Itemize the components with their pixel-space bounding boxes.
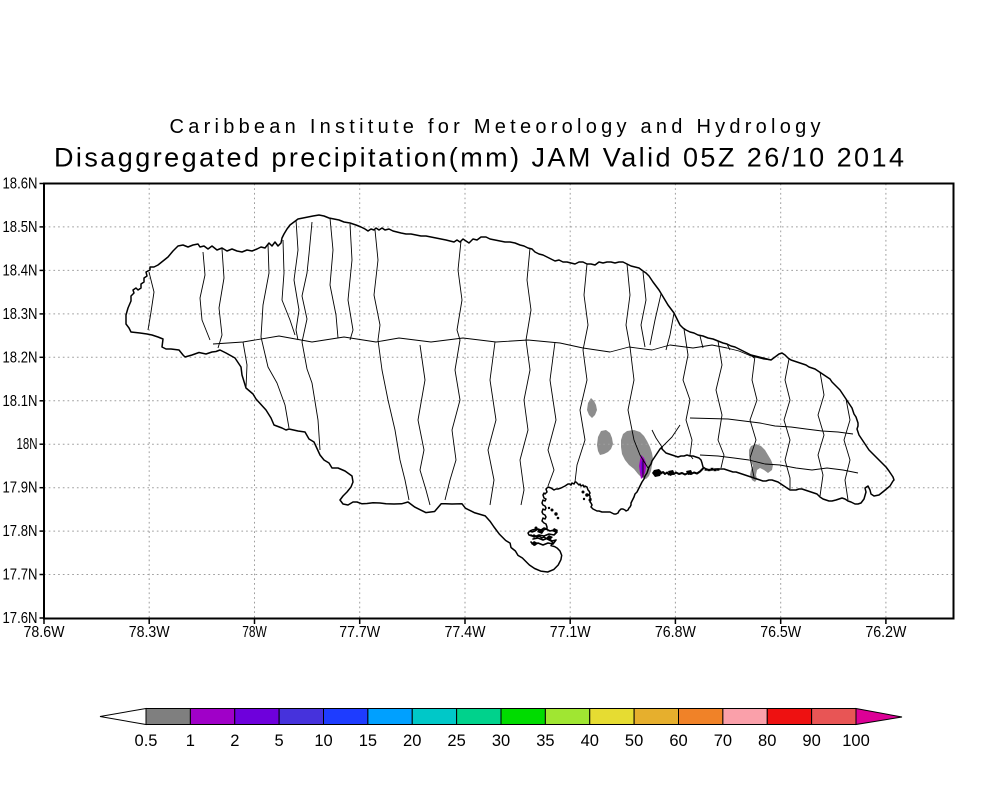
svg-text:1: 1 [186, 732, 195, 750]
svg-text:17.7N: 17.7N [3, 567, 38, 584]
svg-text:77.4W: 77.4W [445, 624, 486, 641]
svg-text:76.5W: 76.5W [760, 624, 801, 641]
svg-text:70: 70 [714, 732, 732, 750]
svg-text:90: 90 [802, 732, 820, 750]
svg-text:15: 15 [359, 732, 377, 750]
svg-text:76.8W: 76.8W [655, 624, 696, 641]
svg-text:78W: 78W [242, 624, 267, 641]
svg-text:2: 2 [230, 732, 239, 750]
svg-text:18.1N: 18.1N [3, 393, 38, 410]
svg-text:Disaggregated precipitation(mm: Disaggregated precipitation(mm) JAM Vali… [54, 143, 904, 173]
svg-text:25: 25 [447, 732, 465, 750]
svg-text:5: 5 [275, 732, 284, 750]
svg-text:35: 35 [536, 732, 554, 750]
svg-text:77.1W: 77.1W [550, 624, 591, 641]
svg-text:77.7W: 77.7W [339, 624, 380, 641]
svg-text:76.2W: 76.2W [865, 624, 906, 641]
svg-text:18.5N: 18.5N [3, 219, 38, 236]
svg-text:78.6W: 78.6W [24, 624, 65, 641]
svg-text:100: 100 [842, 732, 870, 750]
svg-text:17.9N: 17.9N [3, 480, 38, 497]
svg-text:17.6N: 17.6N [3, 610, 38, 627]
svg-text:80: 80 [758, 732, 776, 750]
svg-text:78.3W: 78.3W [129, 624, 170, 641]
svg-text:20: 20 [403, 732, 421, 750]
svg-text:18.6N: 18.6N [3, 176, 38, 193]
svg-text:18.4N: 18.4N [3, 262, 38, 279]
svg-text:0.5: 0.5 [135, 732, 158, 750]
svg-text:18.2N: 18.2N [3, 349, 38, 366]
svg-text:60: 60 [669, 732, 687, 750]
svg-text:40: 40 [581, 732, 599, 750]
svg-text:17.8N: 17.8N [3, 523, 38, 540]
svg-text:50: 50 [625, 732, 643, 750]
svg-text:18.3N: 18.3N [3, 306, 38, 323]
svg-text:18N: 18N [17, 436, 38, 453]
svg-text:10: 10 [314, 732, 332, 750]
svg-text:30: 30 [492, 732, 510, 750]
